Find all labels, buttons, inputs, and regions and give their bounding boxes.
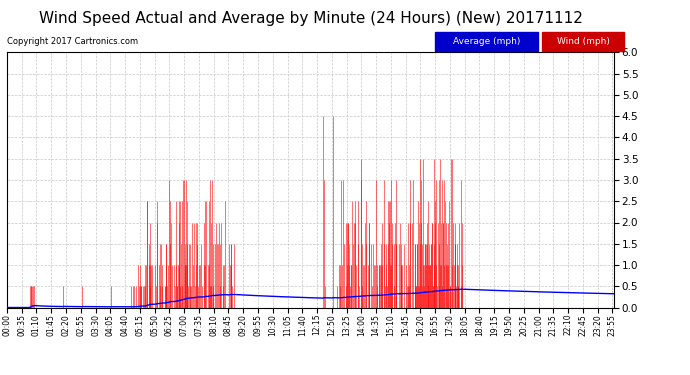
Text: Wind Speed Actual and Average by Minute (24 Hours) (New) 20171112: Wind Speed Actual and Average by Minute …: [39, 11, 582, 26]
Text: Average (mph): Average (mph): [453, 37, 520, 46]
Text: Copyright 2017 Cartronics.com: Copyright 2017 Cartronics.com: [7, 38, 138, 46]
Text: Wind (mph): Wind (mph): [557, 37, 609, 46]
